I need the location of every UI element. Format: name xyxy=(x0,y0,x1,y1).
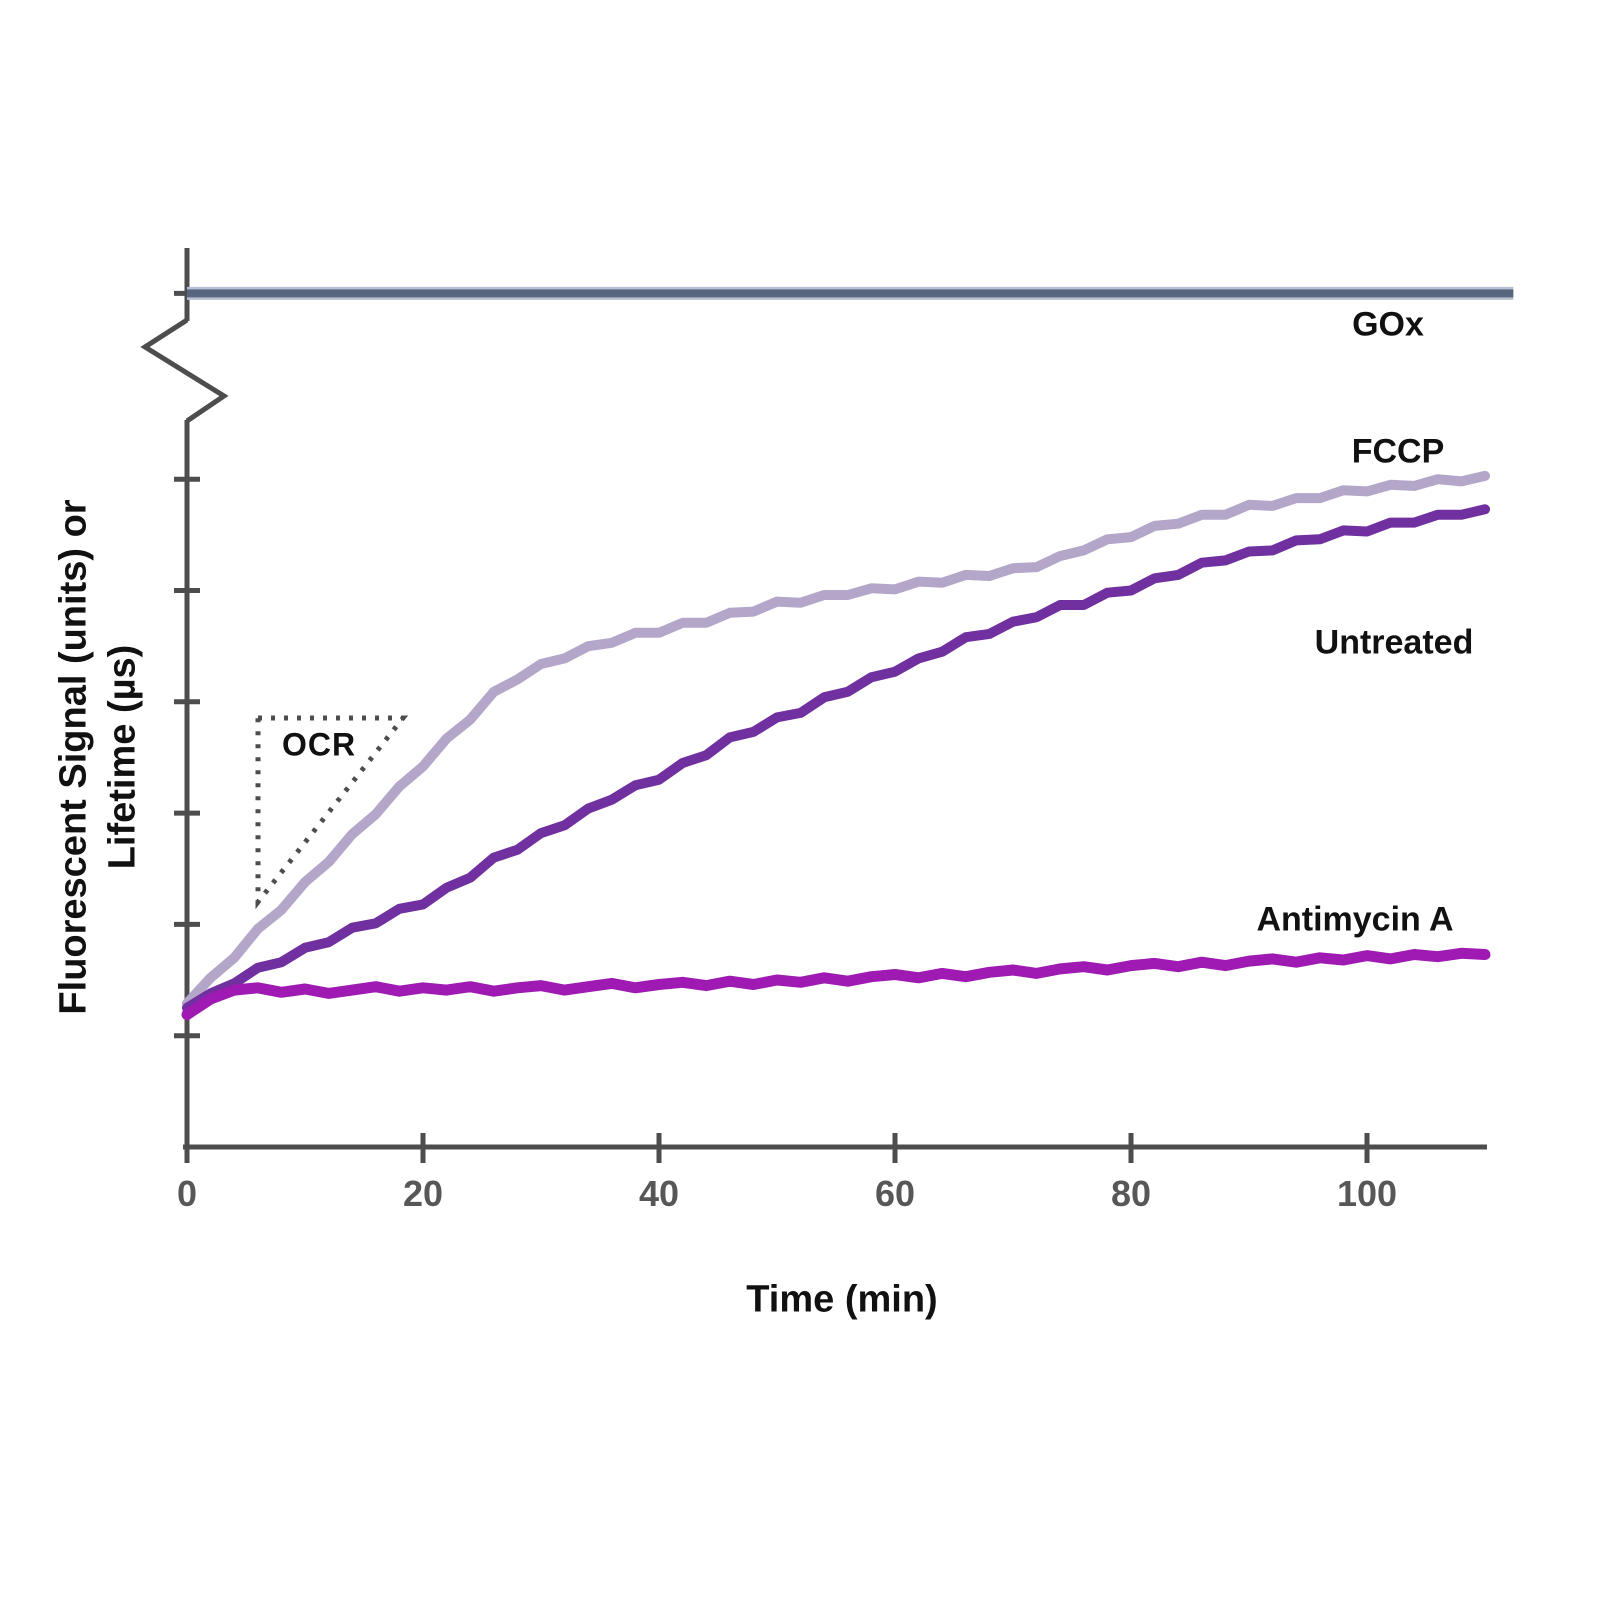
y-axis-title: Fluorescent Signal (units) or Lifetime (… xyxy=(50,499,149,1014)
antimycin-series-label: Antimycin A xyxy=(1256,900,1454,939)
x-tick-label-80: 80 xyxy=(1110,1173,1152,1214)
series-untreated-line xyxy=(182,504,1490,1013)
x-axis-title: Time (min) xyxy=(746,1278,938,1321)
x-tick-label-60: 60 xyxy=(874,1173,916,1214)
x-tick-label-20: 20 xyxy=(402,1173,444,1214)
ocr-slope-triangle xyxy=(255,715,409,910)
series-antimycin-a-line xyxy=(181,947,1491,1021)
x-tick-label-40: 40 xyxy=(638,1173,680,1214)
x-tick-label-0: 0 xyxy=(176,1173,198,1214)
ocr-annotation-label: OCR xyxy=(281,726,357,763)
fccp-series-label: FCCP xyxy=(1351,432,1445,471)
x-tick-label-100: 100 xyxy=(1336,1173,1398,1214)
series-fccp-line xyxy=(182,470,1490,1009)
y-axis-title-line1: Fluorescent Signal (units) or xyxy=(52,499,95,1015)
gox-series-label: GOx xyxy=(1352,305,1424,344)
y-axis-break-zigzag xyxy=(140,317,229,424)
untreated-series-label: Untreated xyxy=(1314,623,1474,662)
y-axis-title-line2: Lifetime (µs) xyxy=(102,644,144,870)
